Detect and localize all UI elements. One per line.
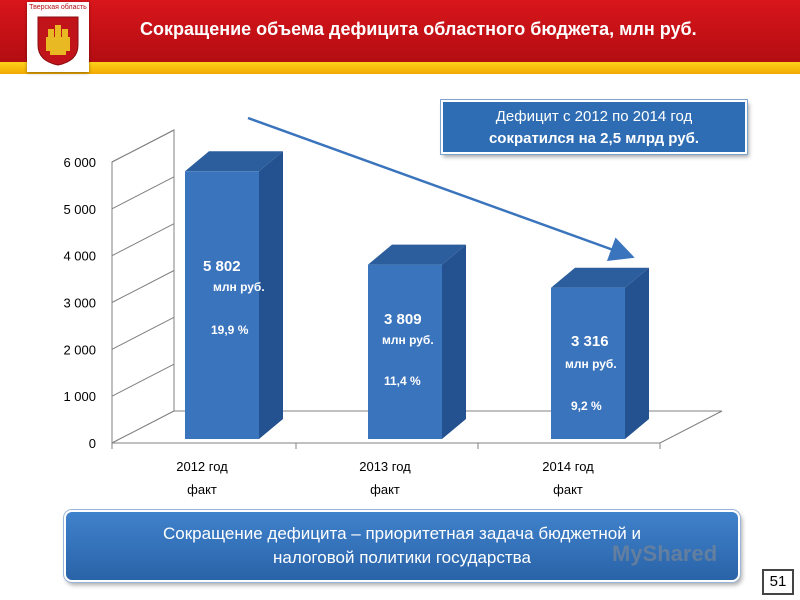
- bar-value-label: 3 316: [571, 333, 609, 350]
- bars: 5 802 млн руб. 19,9 % 3 809 млн руб. 11,4 % 3 …: [185, 151, 649, 439]
- y-tick-label: 5 000: [63, 202, 96, 217]
- coat-of-arms-icon: [37, 16, 79, 66]
- y-tick-label: 3 000: [63, 296, 96, 311]
- bar-side: [442, 244, 466, 439]
- gridline-side: [111, 316, 175, 350]
- emblem-caption: Тверская область: [29, 4, 87, 11]
- statement-line-2: налоговой политики государства: [273, 548, 531, 567]
- bar-top: [185, 151, 283, 172]
- y-tick-label: 2 000: [63, 342, 96, 357]
- bar-top: [551, 267, 649, 288]
- callout-line-1: Дефицит с 2012 по 2014 год: [495, 108, 693, 125]
- header-stripe: [0, 62, 800, 74]
- bar-percent-label: 9,2 %: [571, 399, 602, 413]
- bar-unit-label: млн руб.: [213, 280, 265, 294]
- header-bar: [0, 0, 800, 62]
- bar-unit-label: млн руб.: [565, 357, 617, 371]
- y-tick-label: 1 000: [63, 389, 96, 404]
- x-category-label: 2014 год: [542, 459, 594, 474]
- bar-top: [368, 244, 466, 265]
- x-axis-labels: 2012 год факт 2013 год факт 2014 год факт: [176, 459, 594, 497]
- gridline-side: [111, 363, 175, 397]
- callout-line-2: сократился на 2,5 млрд руб.: [488, 130, 700, 147]
- bar-unit-label: млн руб.: [382, 333, 434, 347]
- x-category-sublabel: факт: [370, 482, 400, 497]
- x-category-label: 2013 год: [359, 459, 411, 474]
- x-category-label: 2012 год: [176, 459, 228, 474]
- statement-line-1: Сокращение дефицита – приоритетная задач…: [163, 524, 641, 543]
- region-emblem: Тверская область: [27, 2, 89, 72]
- trend-arrow: [247, 116, 635, 261]
- gridline-side: [111, 270, 175, 303]
- trend-arrow-line: [247, 116, 635, 261]
- bar-value-label: 5 802: [203, 258, 241, 275]
- page-title: Сокращение объема дефицита областного бю…: [140, 19, 697, 39]
- deficit-bar-chart: 0 1 000 2 000 3 000 4 000 5 000 6 000 5 802 млн…: [63, 116, 723, 497]
- page-number: 51: [762, 569, 794, 595]
- deficit-reduction-callout: Дефицит с 2012 по 2014 год сократился на…: [441, 100, 747, 154]
- bar: [368, 264, 442, 439]
- priority-statement-box: Сокращение дефицита – приоритетная задач…: [64, 510, 740, 582]
- y-tick-label: 0: [89, 436, 96, 451]
- bar: [185, 171, 259, 439]
- watermark-logo: MyShared: [612, 541, 718, 566]
- gridline-side: [111, 129, 175, 163]
- bar-value-label: 3 809: [384, 311, 422, 328]
- y-tick-label: 6 000: [63, 155, 96, 170]
- bar: [551, 287, 625, 439]
- x-category-sublabel: факт: [187, 482, 217, 497]
- bar-side: [259, 151, 283, 439]
- bar-percent-label: 11,4 %: [384, 374, 421, 388]
- x-category-sublabel: факт: [553, 482, 583, 497]
- gridline-side: [111, 223, 175, 257]
- y-tick-label: 4 000: [63, 249, 96, 264]
- gridline-side: [111, 176, 175, 210]
- bar-percent-label: 19,9 %: [211, 323, 249, 337]
- y-axis: 0 1 000 2 000 3 000 4 000 5 000 6 000: [63, 155, 96, 451]
- bar-side: [625, 267, 649, 439]
